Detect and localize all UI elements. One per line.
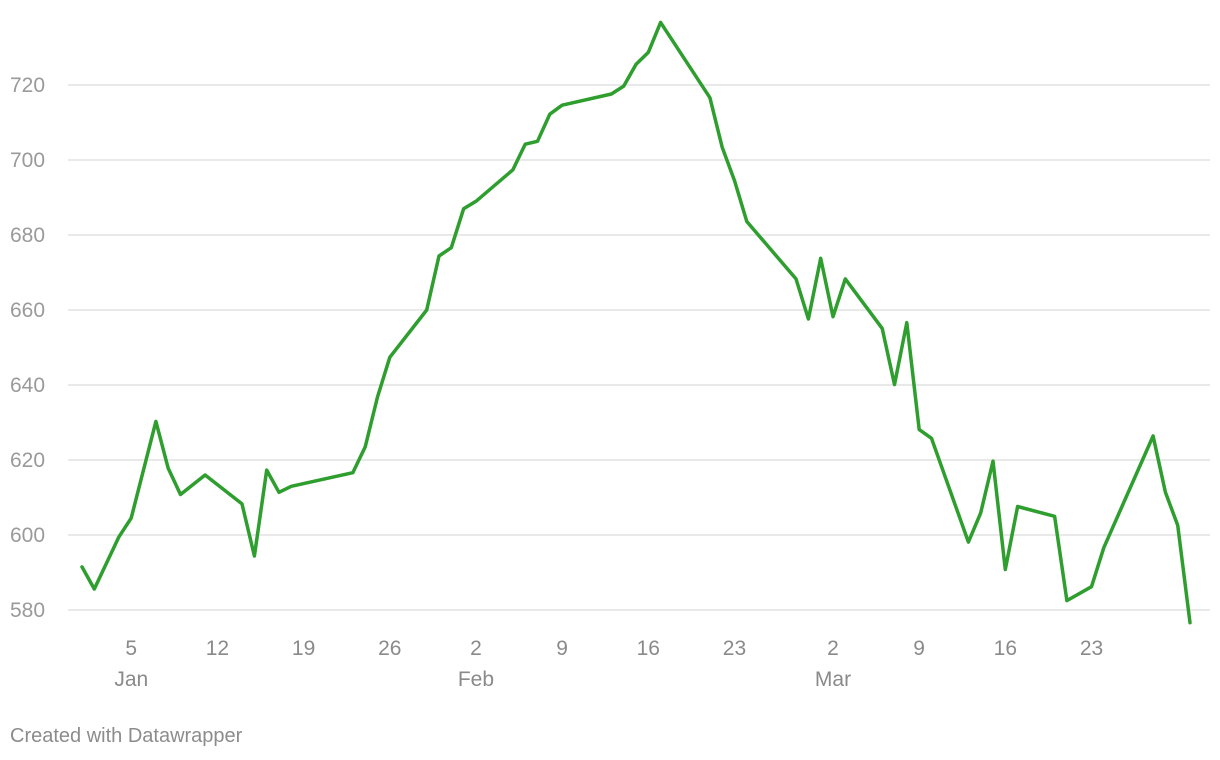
y-axis: 580 600 620 640 660 680 700 720 bbox=[10, 74, 45, 622]
x-month-label: Mar bbox=[815, 668, 851, 691]
x-tick-label: 26 bbox=[378, 637, 401, 660]
y-tick-label: 600 bbox=[10, 524, 45, 547]
y-tick-label: 680 bbox=[10, 224, 45, 247]
x-tick-label: 16 bbox=[637, 637, 660, 660]
line-chart: 580 600 620 640 660 680 700 720 5 Jan 12 19 26 2 Feb 9… bbox=[10, 20, 1210, 691]
x-tick-label: 12 bbox=[206, 637, 229, 660]
y-tick-label: 720 bbox=[10, 74, 45, 97]
x-month-label: Jan bbox=[114, 668, 148, 691]
x-tick-label: 2 bbox=[827, 637, 839, 660]
series-layer bbox=[80, 20, 1192, 625]
x-tick-label: 5 bbox=[125, 637, 137, 660]
x-tick-label: 16 bbox=[994, 637, 1017, 660]
x-tick-label: 9 bbox=[913, 637, 925, 660]
y-tick-label: 620 bbox=[10, 449, 45, 472]
x-tick-label: 9 bbox=[556, 637, 568, 660]
credit-text: Created with Datawrapper bbox=[10, 725, 243, 747]
y-tick-label: 700 bbox=[10, 149, 45, 172]
gridlines bbox=[68, 84, 1210, 611]
x-tick-label: 2 bbox=[470, 637, 482, 660]
x-tick-label: 23 bbox=[1080, 637, 1103, 660]
series-line-0 bbox=[80, 20, 1192, 625]
y-tick-label: 660 bbox=[10, 299, 45, 322]
y-tick-label: 640 bbox=[10, 374, 45, 397]
x-tick-label: 23 bbox=[723, 637, 746, 660]
x-tick-label: 19 bbox=[292, 637, 315, 660]
x-axis: 5 Jan 12 19 26 2 Feb 9 16 23 2 Mar 9 16 23 bbox=[114, 637, 1103, 691]
x-month-label: Feb bbox=[458, 668, 494, 691]
y-tick-label: 580 bbox=[10, 599, 45, 622]
